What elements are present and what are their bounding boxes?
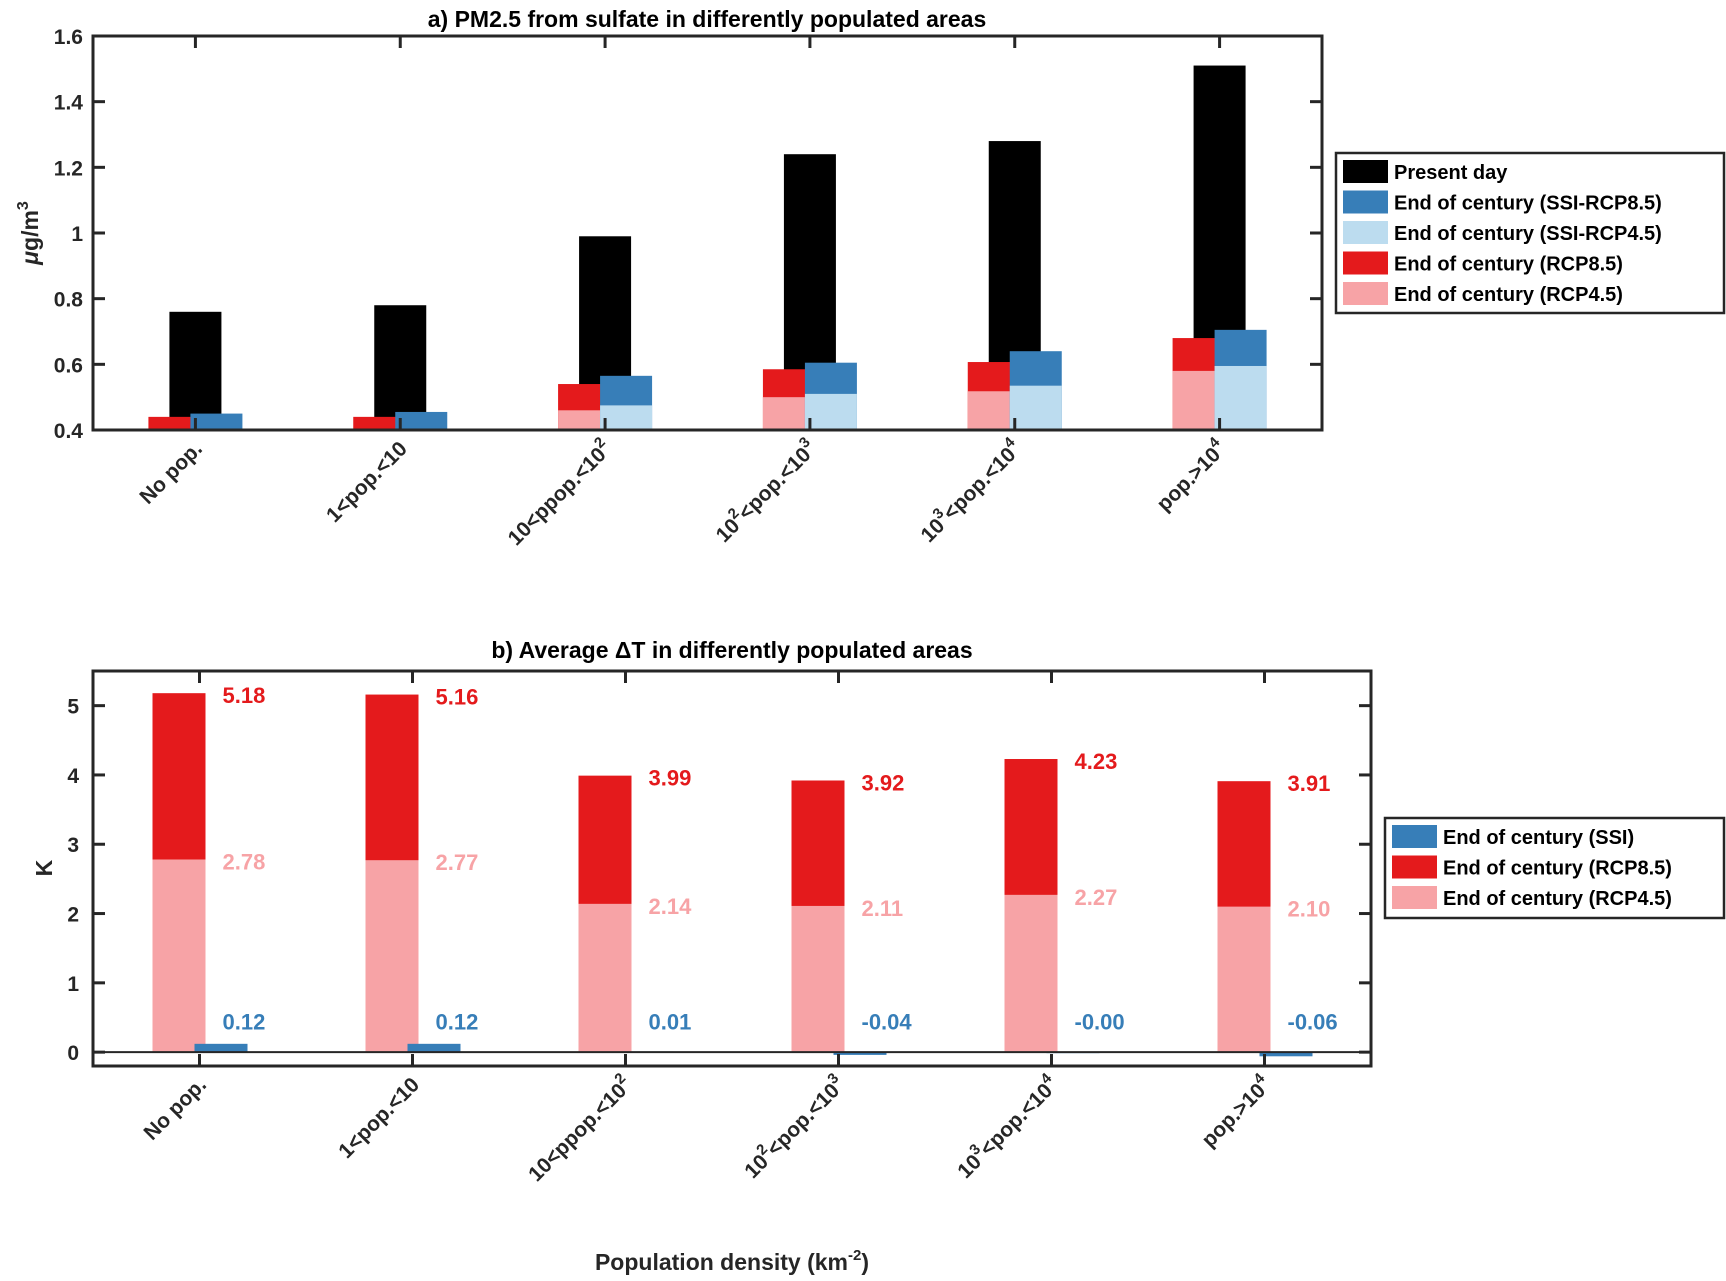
legend-swatch-end-of-century-rcp8-5 [1343, 251, 1388, 275]
legend-label-present-day: Present day [1394, 162, 1508, 184]
data-label-rcp85: 3.99 [649, 766, 692, 791]
y-tick-label: 0 [67, 1042, 79, 1065]
y-tick-label: 0.6 [54, 354, 83, 377]
bar-rcp45 [791, 905, 845, 1053]
data-label-rcp45: 2.78 [223, 849, 266, 874]
y-tick-label: 3 [67, 834, 79, 857]
panel-b-ylabel: K [31, 859, 57, 876]
bar-present-day [169, 311, 222, 430]
bar-ssi-rcp45 [1009, 385, 1062, 430]
y-tick-label: 1 [71, 223, 83, 246]
y-tick-label: 1.2 [54, 157, 83, 180]
x-tick-label: 10<ppop.<102 [521, 1070, 637, 1186]
panel-b-temperature-chart: b) Average ΔT in differently populated a… [31, 637, 1726, 1275]
data-label-ssi: -0.04 [862, 1009, 913, 1034]
bar-ssi-rcp85 [190, 413, 243, 430]
legend-swatch-end-of-century-ssi [1392, 825, 1437, 848]
x-tick-label: 103<pop.<104 [950, 1069, 1064, 1183]
data-label-ssi: -0.06 [1288, 1009, 1338, 1034]
legend-swatch-end-of-century-rcp4-5 [1392, 886, 1437, 909]
legend-label-end-of-century-ssi-rcp8-5: End of century (SSI-RCP8.5) [1394, 193, 1662, 215]
data-label-rcp45: 2.14 [649, 894, 693, 919]
legend-swatch-end-of-century-rcp8-5 [1392, 855, 1437, 879]
data-label-rcp45: 2.77 [436, 850, 479, 875]
legend-label-end-of-century-rcp4-5: End of century (RCP4.5) [1394, 284, 1623, 306]
bar-ssi [407, 1043, 461, 1053]
panel-b-title: b) Average ΔT in differently populated a… [491, 637, 972, 663]
y-tick-label: 4 [67, 765, 79, 788]
y-tick-label: 5 [67, 696, 79, 719]
data-label-rcp85: 4.23 [1075, 749, 1118, 774]
data-label-rcp45: 2.11 [862, 896, 904, 921]
bar-ssi-rcp45 [804, 393, 857, 430]
panel-a-legend: Present day End of century (SSI-RCP8.5) En… [1334, 151, 1726, 315]
legend-label-end-of-century-rcp4-5: End of century (RCP4.5) [1443, 888, 1672, 910]
data-label-ssi: -0.00 [1075, 1009, 1125, 1034]
data-label-ssi: 0.12 [436, 1009, 479, 1034]
x-tick-label: pop.>104 [1149, 433, 1232, 516]
bar-ssi-rcp45 [600, 405, 653, 430]
legend-label-end-of-century-ssi-rcp4-5: End of century (SSI-RCP4.5) [1394, 223, 1662, 245]
legend-label-end-of-century-rcp8-5: End of century (RCP8.5) [1443, 858, 1672, 880]
y-tick-label: 0.8 [54, 289, 84, 312]
data-label-ssi: 0.01 [649, 1009, 692, 1034]
panel-b-axes-frame [91, 669, 1373, 1068]
legend-swatch-present-day [1343, 160, 1388, 183]
bar-rcp45 [365, 860, 419, 1053]
data-label-rcp85: 3.92 [862, 770, 905, 795]
y-tick-label: 0.4 [54, 420, 84, 443]
data-label-ssi: 0.12 [223, 1009, 266, 1034]
x-tick-label: 103<pop.<104 [913, 433, 1027, 547]
y-tick-label: 1.4 [54, 92, 84, 115]
legend-box [1383, 816, 1726, 920]
bar-present-day [374, 305, 427, 430]
legend-swatch-end-of-century-ssi-rcp8-5 [1343, 190, 1388, 214]
panel-a-ticks: 0.4 0.6 0.8 1 1.2 1.4 1.6 No pop. 1<pop.<10 10<pp… [54, 26, 1322, 550]
panel-a-pm25-chart: a) PM2.5 from sulfate in differently pop… [15, 6, 1726, 550]
bar-ssi-rcp85 [395, 411, 448, 430]
panel-b-xlabel: Population density (km-2) [595, 1247, 869, 1275]
data-label-rcp45: 2.27 [1075, 885, 1118, 910]
x-tick-label: 102<pop.<103 [737, 1070, 850, 1183]
panel-a-axes-frame [91, 34, 1324, 432]
bar-rcp85 [148, 416, 201, 430]
y-tick-label: 1 [67, 973, 79, 996]
legend-label-end-of-century-ssi: End of century (SSI) [1443, 827, 1634, 849]
bar-rcp45 [1004, 894, 1058, 1053]
legend-swatch-end-of-century-ssi-rcp4-5 [1343, 221, 1388, 244]
bar-ssi-rcp45 [1214, 365, 1267, 430]
x-tick-label: 1<pop.<10 [322, 437, 412, 527]
data-label-rcp45: 2.10 [1288, 897, 1331, 922]
bar-rcp85 [353, 416, 406, 430]
panel-b-bars: 5.18 2.78 0.12 5.16 2.77 0.12 3.99 2.14 0.01 3.92… [93, 683, 1371, 1057]
x-tick-label: pop.>104 [1194, 1069, 1277, 1152]
panel-b-legend: End of century (SSI) End of century (RCP8… [1383, 816, 1726, 920]
legend-label-end-of-century-rcp8-5: End of century (RCP8.5) [1394, 254, 1623, 276]
panel-a-bars [148, 65, 1267, 431]
y-tick-label: 1.6 [54, 26, 83, 49]
bar-rcp45 [578, 903, 632, 1053]
y-tick-label: 2 [67, 904, 79, 927]
x-tick-label: No pop. [135, 437, 207, 509]
bar-rcp45 [558, 410, 611, 430]
panel-a-ylabel: μg/m3 [15, 201, 43, 266]
data-label-rcp85: 3.91 [1288, 771, 1331, 796]
bar-ssi [194, 1043, 248, 1053]
legend-swatch-end-of-century-rcp4-5 [1343, 282, 1388, 305]
legend-box [1334, 151, 1726, 315]
x-tick-label: 1<pop.<10 [334, 1073, 424, 1163]
bar-rcp45 [152, 859, 206, 1053]
data-label-rcp85: 5.18 [223, 683, 266, 708]
x-tick-label: 102<pop.<103 [708, 434, 821, 547]
bar-ssi [1259, 1052, 1313, 1057]
panel-a-title: a) PM2.5 from sulfate in differently pop… [428, 6, 987, 32]
bar-ssi [833, 1052, 887, 1055]
x-tick-label: 10<ppop.<102 [500, 434, 616, 550]
x-tick-label: No pop. [140, 1073, 212, 1145]
data-label-rcp85: 5.16 [436, 685, 479, 710]
bar-rcp45 [1217, 906, 1271, 1053]
panel-b-ticks: 0 1 2 3 4 5 No pop. 1<pop.<10 10<ppop.<102 102<po… [67, 671, 1371, 1186]
